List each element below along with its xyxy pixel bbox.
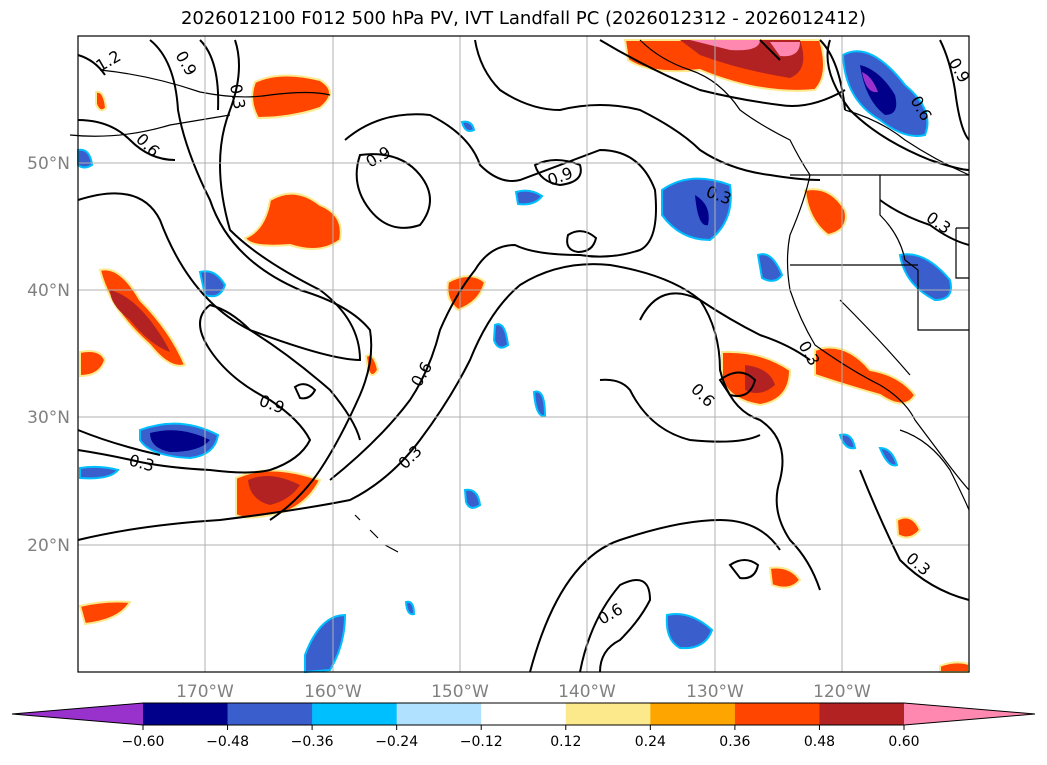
lon-label: 170°W <box>176 682 234 702</box>
colorbar-segment <box>312 703 398 725</box>
colorbar-label: 0.36 <box>719 734 750 750</box>
lat-label: 50°N <box>27 154 70 174</box>
colorbar-extend-low <box>12 703 143 725</box>
lon-label: 160°W <box>304 682 362 702</box>
colorbar-label: −0.24 <box>375 734 418 750</box>
colorbar-segment <box>734 703 820 725</box>
map-title: 2026012100 F012 500 hPa PV, IVT Landfall… <box>180 8 867 29</box>
colorbar-label: 0.24 <box>635 734 666 750</box>
colorbar-label: 0.60 <box>888 734 919 750</box>
colorbar-segment <box>143 703 229 725</box>
colorbar-label: −0.12 <box>460 734 503 750</box>
lat-label: 40°N <box>27 281 70 301</box>
lon-label: 140°W <box>558 682 616 702</box>
colorbar-label: −0.36 <box>291 734 334 750</box>
colorbar-label: 0.12 <box>550 734 581 750</box>
lon-label: 120°W <box>813 682 871 702</box>
colorbar-label: 0.48 <box>804 734 835 750</box>
lon-labels: 170°W 160°W 150°W 140°W 130°W 120°W <box>176 682 871 702</box>
colorbar-segment <box>227 703 313 725</box>
colorbar-segment <box>481 703 567 725</box>
pv-contours <box>77 39 970 673</box>
colorbar-segment <box>819 703 905 725</box>
contour-label: 0.3 <box>226 82 249 110</box>
colorbar-extend-high <box>904 703 1035 725</box>
lat-label: 30°N <box>27 408 70 428</box>
lon-label: 130°W <box>686 682 744 702</box>
colorbar-segment <box>565 703 651 725</box>
colorbar-segment <box>396 703 482 725</box>
colorbar-label: −0.60 <box>122 734 165 750</box>
lon-label: 150°W <box>431 682 489 702</box>
colorbar-segment <box>650 703 736 725</box>
graticule <box>78 36 969 672</box>
lat-labels: 50°N 40°N 30°N 20°N <box>27 154 70 556</box>
colorbar-label: −0.48 <box>206 734 249 750</box>
map-frame <box>77 35 970 673</box>
colorbar: −0.60 −0.48 −0.36 −0.24 −0.12 0.12 0.24 0.36 0.4… <box>11 702 1036 750</box>
lat-label: 20°N <box>27 536 70 556</box>
